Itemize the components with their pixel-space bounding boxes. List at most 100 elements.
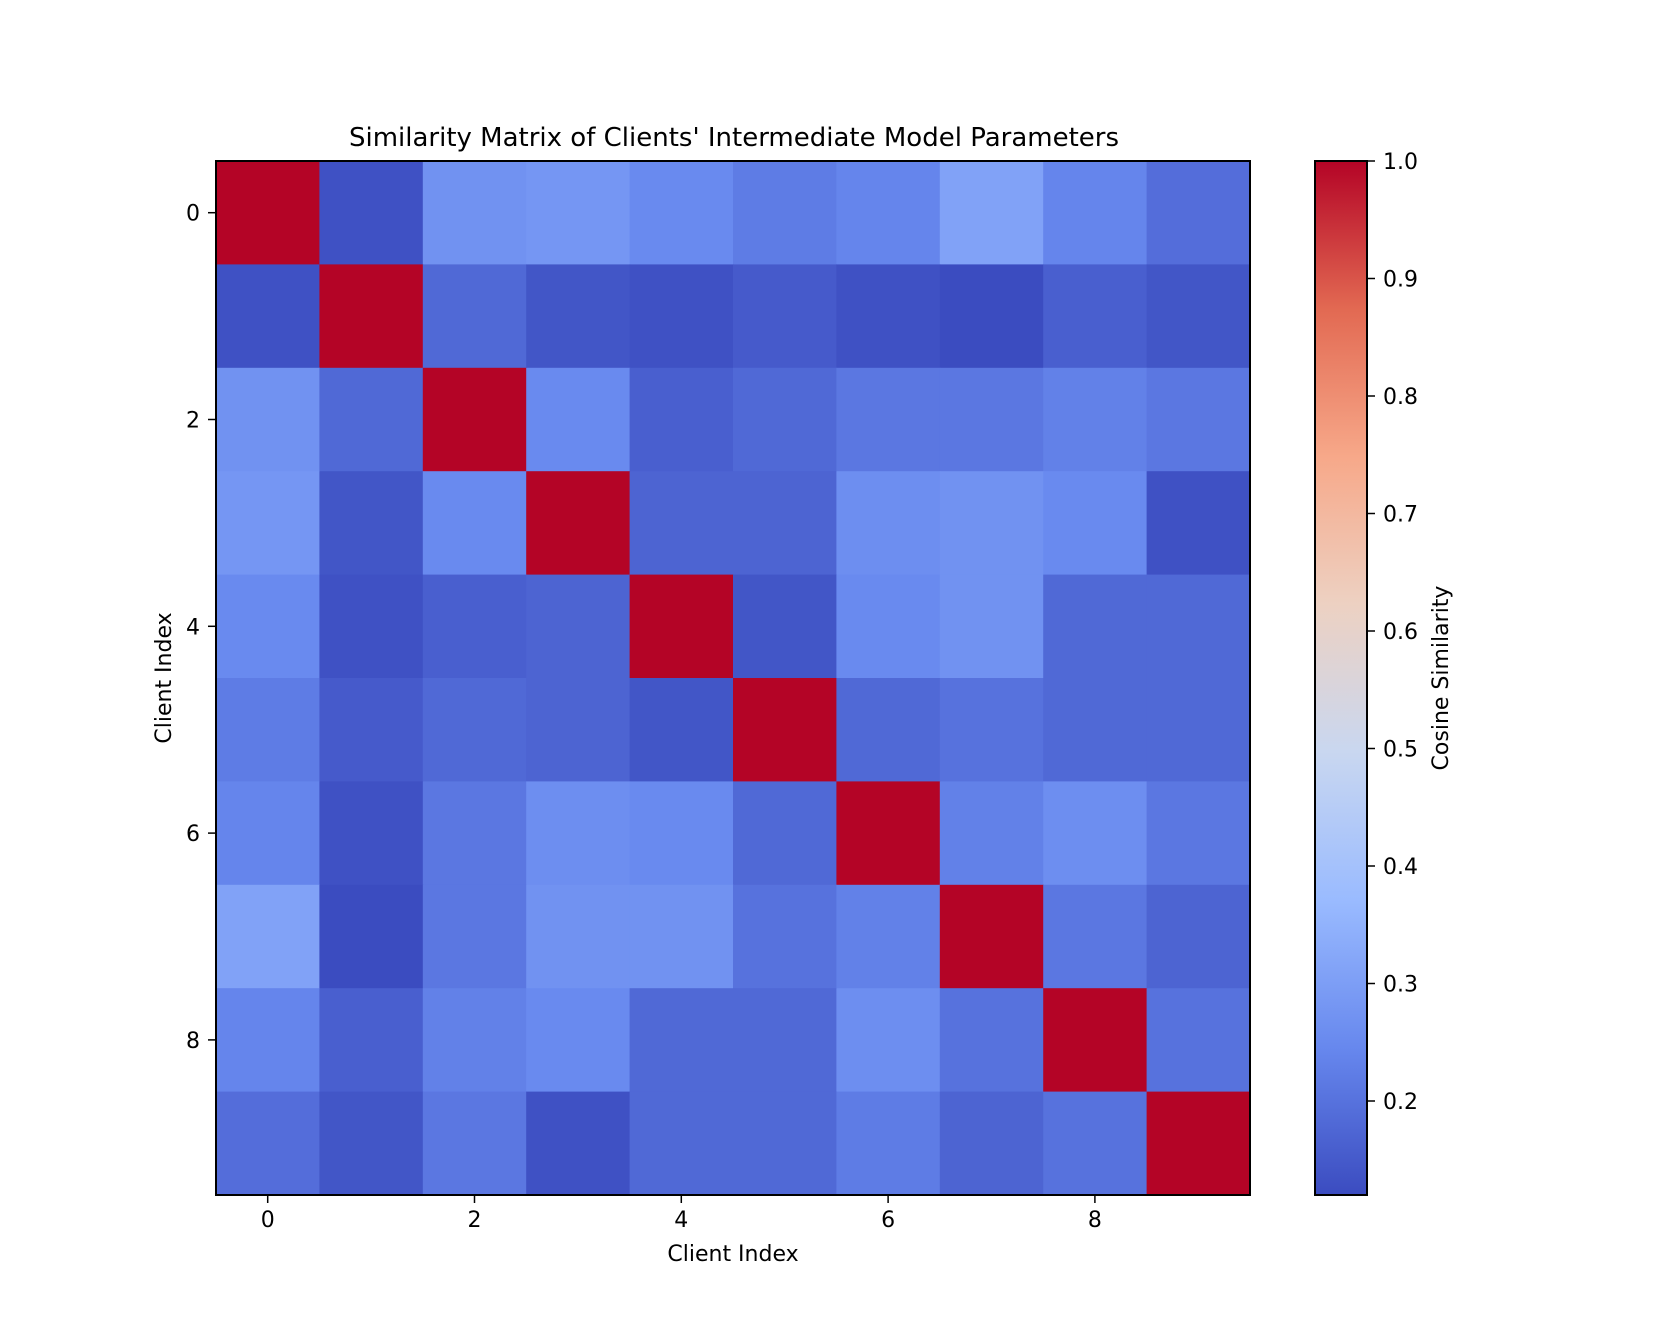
heatmap-cell-5-8 (1043, 678, 1148, 782)
heatmap-cell-4-4 (629, 574, 734, 679)
heatmap-cell-6-3 (526, 781, 631, 886)
heatmap-cell-0-2 (422, 161, 527, 265)
heatmap-cell-5-6 (836, 678, 941, 782)
heatmap-cell-7-5 (733, 884, 837, 989)
colorbar-tick-label: 0.7 (1383, 503, 1418, 528)
heatmap-cell-0-6 (836, 161, 941, 265)
heatmap-cell-1-3 (526, 264, 631, 369)
heatmap-cell-2-0 (216, 367, 320, 472)
colorbar-tick-label: 1.0 (1383, 150, 1418, 175)
heatmap-cell-5-4 (629, 678, 734, 782)
heatmap-cell-6-7 (939, 781, 1044, 886)
heatmap-cell-1-9 (1146, 264, 1251, 369)
x-axis-title: Client Index (667, 1242, 798, 1267)
heatmap-cell-3-2 (422, 471, 527, 576)
heatmap-cell-0-3 (526, 161, 631, 265)
heatmap-cells (216, 161, 1251, 1196)
heatmap-cell-7-9 (1146, 884, 1251, 989)
heatmap-cell-7-2 (422, 884, 527, 989)
colorbar-tick-label: 0.2 (1383, 1090, 1418, 1115)
heatmap-cell-4-8 (1043, 574, 1148, 679)
y-tick-label: 8 (186, 1029, 200, 1054)
heatmap-cell-0-8 (1043, 161, 1148, 265)
heatmap-cell-6-9 (1146, 781, 1251, 886)
heatmap-cell-0-9 (1146, 161, 1251, 265)
heatmap-cell-3-3 (526, 471, 631, 576)
heatmap-cell-9-3 (526, 1091, 631, 1196)
heatmap-cell-5-7 (939, 678, 1044, 782)
heatmap-cell-3-4 (629, 471, 734, 576)
heatmap-cell-1-2 (422, 264, 527, 369)
heatmap-cell-6-0 (216, 781, 320, 886)
heatmap-cell-4-1 (319, 574, 424, 679)
heatmap-cell-9-5 (733, 1091, 837, 1196)
colorbar (1314, 160, 1368, 1196)
x-tick-label: 4 (674, 1208, 688, 1233)
y-axis-title: Client Index (152, 612, 177, 743)
heatmap-cell-3-1 (319, 471, 424, 576)
heatmap-cell-2-9 (1146, 367, 1251, 472)
heatmap-cell-5-3 (526, 678, 631, 782)
heatmap-cell-9-6 (836, 1091, 941, 1196)
heatmap-cell-8-8 (1043, 988, 1148, 1093)
heatmap-cell-4-6 (836, 574, 941, 679)
heatmap-cell-7-4 (629, 884, 734, 989)
heatmap-cell-0-1 (319, 161, 424, 265)
heatmap-cell-7-0 (216, 884, 320, 989)
heatmap-cell-9-9 (1146, 1091, 1251, 1196)
heatmap-cell-1-7 (939, 264, 1044, 369)
heatmap-cell-8-0 (216, 988, 320, 1093)
heatmap-cell-2-1 (319, 367, 424, 472)
colorbar-title: Cosine Similarity (1429, 586, 1454, 771)
heatmap-cell-3-5 (733, 471, 837, 576)
heatmap-cell-5-5 (733, 678, 837, 782)
heatmap-cell-5-2 (422, 678, 527, 782)
heatmap-cell-6-1 (319, 781, 424, 886)
heatmap-cell-0-5 (733, 161, 837, 265)
heatmap-cell-9-2 (422, 1091, 527, 1196)
y-axis-ticks: 0 2 4 6 8 (186, 202, 216, 1054)
y-tick-label: 0 (186, 202, 200, 227)
colorbar-tick-label: 0.8 (1383, 385, 1418, 410)
chart-title: Similarity Matrix of Clients' Intermedia… (349, 123, 1119, 153)
heatmap-cell-2-4 (629, 367, 734, 472)
heatmap-cell-1-1 (319, 264, 424, 369)
heatmap-cell-7-3 (526, 884, 631, 989)
colorbar-tick-label: 0.6 (1383, 620, 1418, 645)
x-tick-label: 8 (1088, 1208, 1102, 1233)
heatmap-cell-5-1 (319, 678, 424, 782)
heatmap-cell-7-8 (1043, 884, 1148, 989)
heatmap-cell-1-4 (629, 264, 734, 369)
heatmap-cell-7-6 (836, 884, 941, 989)
heatmap-cell-8-4 (629, 988, 734, 1093)
heatmap-cell-1-6 (836, 264, 941, 369)
heatmap-cell-8-7 (939, 988, 1044, 1093)
heatmap-cell-2-3 (526, 367, 631, 472)
heatmap-cell-4-5 (733, 574, 837, 679)
heatmap-cell-8-5 (733, 988, 837, 1093)
heatmap-cell-9-1 (319, 1091, 424, 1196)
heatmap-cell-1-5 (733, 264, 837, 369)
heatmap-cell-0-7 (939, 161, 1044, 265)
x-tick-label: 0 (261, 1208, 275, 1233)
heatmap-cell-4-2 (422, 574, 527, 679)
heatmap-cell-8-1 (319, 988, 424, 1093)
heatmap-cell-6-6 (836, 781, 941, 886)
heatmap-cell-9-8 (1043, 1091, 1148, 1196)
x-tick-label: 2 (468, 1208, 482, 1233)
heatmap-cell-3-8 (1043, 471, 1148, 576)
colorbar-tick-label: 0.9 (1383, 268, 1418, 293)
heatmap-cell-2-7 (939, 367, 1044, 472)
heatmap-cell-8-6 (836, 988, 941, 1093)
y-tick-label: 6 (186, 822, 200, 847)
heatmap-cell-6-4 (629, 781, 734, 886)
colorbar-ticks: 0.2 0.3 0.4 0.5 0.6 0.7 0.8 0.9 1.0 (1367, 150, 1418, 1115)
heatmap-cell-8-9 (1146, 988, 1251, 1093)
x-tick-label: 6 (881, 1208, 895, 1233)
heatmap-cell-4-3 (526, 574, 631, 679)
heatmap-cell-8-3 (526, 988, 631, 1093)
heatmap-cell-0-4 (629, 161, 734, 265)
y-tick-label: 2 (186, 409, 200, 434)
heatmap-cell-6-2 (422, 781, 527, 886)
y-tick-label: 4 (186, 615, 200, 640)
